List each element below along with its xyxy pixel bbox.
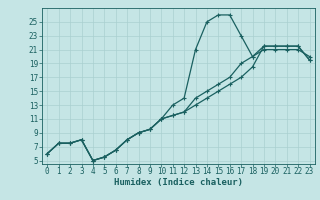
X-axis label: Humidex (Indice chaleur): Humidex (Indice chaleur) — [114, 178, 243, 187]
